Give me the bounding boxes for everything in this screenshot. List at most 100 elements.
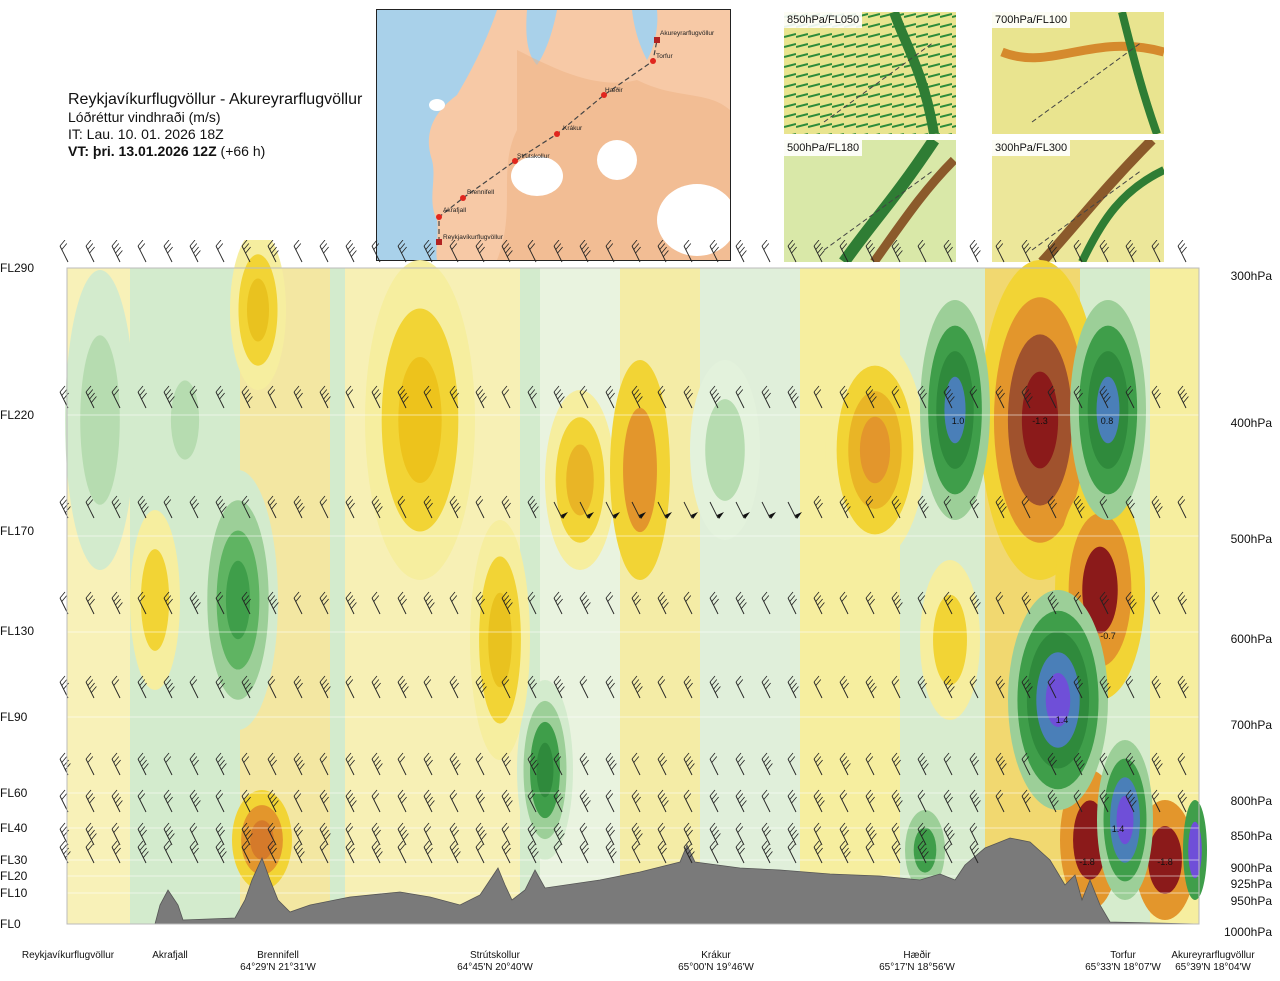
contour-region	[140, 549, 170, 651]
map-waypoint-label: Hæðir	[605, 86, 624, 94]
wind-barb	[1047, 789, 1059, 813]
wind-barb	[891, 240, 903, 263]
wind-barb	[735, 752, 745, 776]
flight-level-label: FL60	[0, 786, 28, 800]
wind-barb	[735, 591, 747, 615]
map-waypoint-label: Torfur	[656, 53, 673, 60]
thumbnail-500[interactable]: 500hPa/FL180	[784, 140, 956, 262]
wind-barb	[241, 789, 251, 813]
wind-barb	[631, 591, 641, 615]
wind-barb	[657, 840, 667, 864]
wind-barb	[683, 840, 695, 864]
wind-barb	[865, 495, 875, 519]
wind-barb	[813, 822, 823, 846]
wind-barb	[1073, 752, 1085, 776]
wind-barb	[865, 385, 877, 409]
wind-barb	[1073, 675, 1083, 699]
wind-barb	[527, 752, 539, 776]
wind-barb	[1177, 385, 1189, 409]
wind-barb	[527, 385, 537, 409]
wind-barbs	[59, 240, 1189, 864]
wind-barb	[1021, 675, 1033, 699]
thumbnail-700[interactable]: 700hPa/FL100	[992, 12, 1164, 134]
wind-barb	[423, 840, 433, 864]
contour-region	[250, 820, 274, 860]
wind-barb	[865, 675, 877, 699]
pressure-level-label: 700hPa	[1230, 718, 1272, 732]
wind-barb	[943, 675, 955, 699]
wind-barb	[397, 240, 407, 263]
location-label: Hæðir 65°17'N 18°56'W	[879, 950, 955, 974]
wind-barb	[735, 675, 745, 699]
location-label: Torfur 65°33'N 18°07'W	[1085, 950, 1161, 974]
wind-barb	[1047, 675, 1057, 699]
wind-barb	[761, 501, 776, 519]
wind-barb	[839, 789, 849, 813]
wind-barb	[683, 501, 698, 519]
wind-barb	[371, 822, 381, 846]
location-name: Hæðir	[903, 950, 931, 961]
wind-barb	[1099, 591, 1109, 615]
wind-barb	[319, 495, 329, 519]
contour-value-label: 1.4	[1112, 824, 1125, 834]
wind-barb	[189, 591, 201, 615]
contour-region	[488, 592, 512, 688]
wind-barb	[371, 385, 381, 409]
wind-barb	[787, 385, 799, 409]
wind-barb	[813, 789, 825, 813]
wind-barb	[293, 385, 303, 409]
wind-barb	[735, 385, 745, 409]
wind-barb	[1099, 240, 1109, 263]
wind-barb	[709, 591, 719, 615]
wind-barb	[267, 240, 279, 263]
wind-barb	[761, 240, 771, 263]
contour-region	[80, 335, 120, 505]
map-waypoint-label: Strútskollur	[517, 153, 550, 160]
wind-barb	[553, 675, 565, 699]
wind-barb	[1021, 385, 1033, 409]
wind-barb	[85, 752, 95, 776]
wind-barb	[527, 822, 537, 846]
wind-barb	[943, 752, 953, 776]
wind-barb	[371, 752, 383, 776]
wind-barb	[163, 385, 175, 409]
wind-barb	[865, 752, 875, 776]
wind-barb	[579, 822, 589, 846]
wind-barb	[553, 789, 563, 813]
map-waypoint-label: Akureyrarflugvöllur	[660, 30, 715, 37]
wind-barb	[1021, 789, 1031, 813]
wind-barb	[111, 840, 121, 864]
location-name: Krákur	[701, 950, 731, 961]
wind-barb	[319, 752, 329, 776]
wind-barb	[605, 675, 615, 699]
wind-barb	[137, 240, 147, 263]
wind-barb	[241, 495, 251, 519]
wind-barb	[1047, 385, 1057, 409]
wind-barb	[579, 591, 591, 615]
wind-barb	[293, 789, 303, 813]
wind-barb	[995, 591, 1005, 615]
wind-barb	[1125, 591, 1137, 615]
wind-barb	[995, 789, 1005, 813]
wind-barb	[423, 675, 433, 699]
flight-level-label: FL220	[0, 408, 35, 422]
wind-barb	[683, 822, 693, 846]
thumbnail-850[interactable]: 850hPa/FL050	[784, 12, 956, 134]
wind-barb	[1073, 240, 1083, 263]
wind-barb	[839, 822, 849, 846]
pressure-level-label: 600hPa	[1230, 632, 1272, 646]
wind-barb	[319, 240, 329, 263]
wind-barb	[891, 822, 901, 846]
wind-barb	[111, 822, 121, 846]
plot-frame	[66, 267, 1200, 925]
wind-barb	[787, 789, 797, 813]
wind-barb	[1047, 240, 1059, 263]
contour-region	[566, 444, 594, 516]
wind-barb	[137, 752, 149, 776]
wind-barb	[189, 240, 201, 263]
wind-barb	[293, 822, 303, 846]
location-name: Akureyrarflugvöllur	[1171, 950, 1255, 961]
wind-barb	[787, 752, 797, 776]
wind-barb	[475, 240, 485, 263]
wind-barb	[449, 840, 461, 864]
